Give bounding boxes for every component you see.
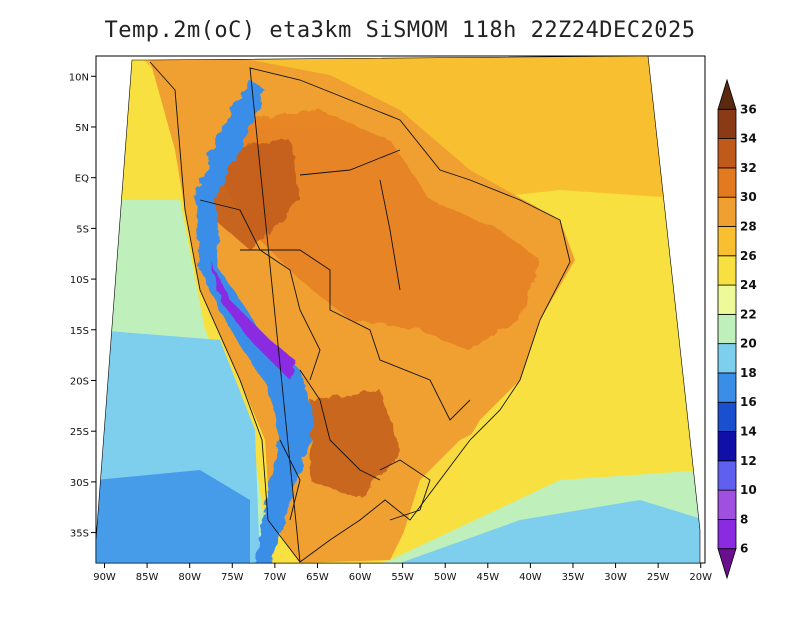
field-chaco-hot	[310, 390, 400, 500]
colorbar-bin	[717, 226, 737, 257]
lon-tick-label: 90W	[93, 572, 116, 583]
colorbar-bin	[717, 167, 737, 198]
lat-tick-label: 5S	[76, 224, 89, 235]
field-interior-hot	[215, 110, 540, 350]
colorbar-bin	[717, 284, 737, 315]
colorbar-bin	[717, 313, 737, 345]
lat-tick-label: 30S	[70, 478, 89, 489]
coastline	[149, 61, 571, 563]
colorbar-label: 14	[740, 425, 757, 439]
colorbar-label: 22	[740, 307, 757, 321]
lon-tick-label: 20W	[689, 572, 712, 583]
colorbar-label: 12	[740, 454, 757, 468]
colorbar-bin	[717, 372, 737, 403]
colorbar-label: 6	[740, 542, 748, 556]
colorbar-bin	[717, 196, 737, 227]
lat-tick-label: 20S	[70, 376, 89, 387]
colorbar-label: 32	[740, 161, 757, 175]
lon-tick-label: 60W	[349, 572, 372, 583]
lon-tick-label: 85W	[136, 572, 159, 583]
colorbar-bin	[717, 489, 737, 520]
latitude-axis: 10N 5N EQ 5S 10S 15S 20S 25S 30S 35S	[69, 72, 96, 540]
colorbar-bin	[717, 431, 737, 462]
lon-tick-label: 55W	[391, 572, 414, 583]
lat-tick-label: 10S	[70, 275, 89, 286]
colorbar-label: 34	[740, 132, 757, 146]
colorbar-bin	[717, 108, 737, 139]
field-south-atlantic-cooler	[400, 500, 700, 563]
colorbar-bin	[717, 548, 737, 580]
lon-tick-label: 30W	[604, 572, 627, 583]
lat-tick-label: 25S	[70, 427, 89, 438]
field-andes-cold	[195, 80, 315, 563]
lon-tick-label: 25W	[647, 572, 670, 583]
lon-tick-label: 40W	[519, 572, 542, 583]
lon-tick-label: 75W	[221, 572, 244, 583]
temperature-field	[96, 56, 700, 563]
lat-tick-label: 35S	[70, 529, 89, 540]
colorbar-bin	[717, 78, 737, 110]
map-title: Temp.2m(oC) eta3km SiSMOM 118h 22Z24DEC2…	[104, 18, 696, 43]
colorbar-label: 8	[740, 512, 748, 526]
field-amazon-hottest	[215, 140, 300, 250]
lon-tick-label: 35W	[562, 572, 585, 583]
field-andes-coldest	[210, 260, 295, 380]
domain-outline	[95, 55, 701, 564]
lon-tick-label: 45W	[476, 572, 499, 583]
colorbar-bin	[717, 255, 737, 286]
lon-tick-label: 65W	[306, 572, 329, 583]
colorbar-label: 26	[740, 249, 757, 263]
colorbar-label: 20	[740, 337, 757, 351]
field-coast-mild	[395, 430, 480, 560]
colorbar-label: 36	[740, 102, 757, 116]
colorbar-label: 24	[740, 278, 757, 292]
lon-tick-label: 80W	[178, 572, 201, 583]
argentina-chile-border	[279, 369, 381, 521]
colorbar-bin	[717, 138, 737, 169]
field-pacific-cold	[96, 470, 250, 563]
lat-tick-label: 15S	[70, 326, 89, 337]
lat-tick-label: 5N	[75, 123, 89, 134]
colorbar-label: 10	[740, 483, 757, 497]
colorbar-label: 30	[740, 190, 757, 204]
colorbar: 6 8 10 12 14 16 18 20 22 24 26 28 30 32 34 36	[717, 78, 757, 580]
colorbar-label: 18	[740, 366, 757, 380]
country-boundaries	[149, 61, 571, 563]
lon-tick-label: 50W	[434, 572, 457, 583]
lon-tick-label: 70W	[264, 572, 287, 583]
lat-tick-label: 10N	[69, 72, 89, 83]
uruguay-border	[379, 459, 431, 521]
brazil-border	[240, 149, 471, 421]
colorbar-bin	[717, 401, 737, 432]
colorbar-bin	[717, 519, 737, 550]
peru-bolivia-border	[199, 199, 321, 381]
lat-tick-label: EQ	[75, 174, 89, 185]
colorbar-bin	[717, 460, 737, 491]
colorbar-label: 28	[740, 219, 757, 233]
colorbar-label: 16	[740, 395, 757, 409]
longitude-axis: 90W 85W 80W 75W 70W 65W 60W 55W 50W 45W 40W 35W 30W 2…	[93, 563, 712, 583]
colorbar-bin	[717, 343, 737, 374]
